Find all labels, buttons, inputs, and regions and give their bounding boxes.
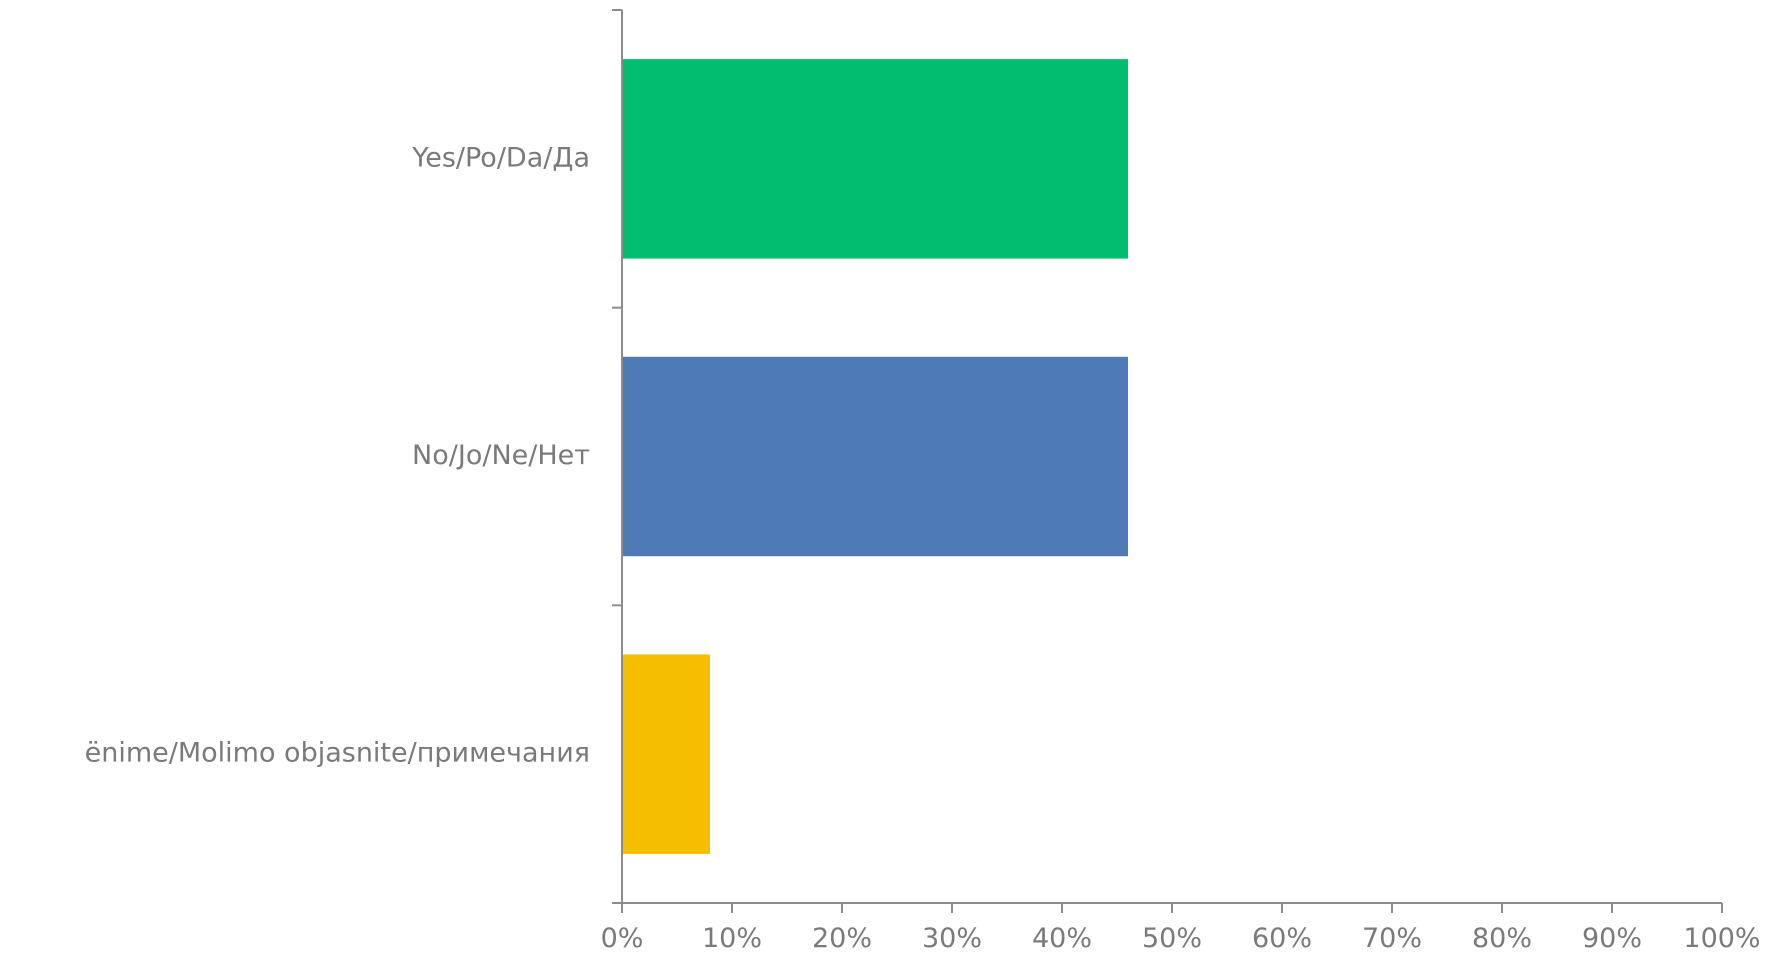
bar-1 [622,356,1128,557]
x-tick-label-2: 20% [812,923,872,954]
bar-2 [622,654,710,854]
x-tick-label-6: 60% [1252,923,1312,954]
labels-layer: Yes/Po/Da/Да No/Jo/Ne/Нет ënime/Molimo obj… [85,142,1761,954]
bar-0 [622,59,1128,259]
x-tick-label-9: 90% [1582,923,1642,954]
category-label-2: ënime/Molimo objasnite/примечания [85,738,590,769]
x-tick-label-8: 80% [1472,923,1532,954]
category-label-1: No/Jo/Ne/Нет [412,440,590,471]
x-tick-label-5: 50% [1142,923,1202,954]
x-tick-label-4: 40% [1032,923,1092,954]
x-tick-label-7: 70% [1362,923,1422,954]
x-tick-label-10: 100% [1683,923,1760,954]
axes-layer [612,9,1723,913]
x-tick-label-3: 30% [922,923,982,954]
category-label-0: Yes/Po/Da/Да [411,142,590,173]
x-tick-label-1: 10% [702,923,762,954]
x-tick-label-0: 0% [601,923,644,954]
bars-layer [622,59,1128,854]
